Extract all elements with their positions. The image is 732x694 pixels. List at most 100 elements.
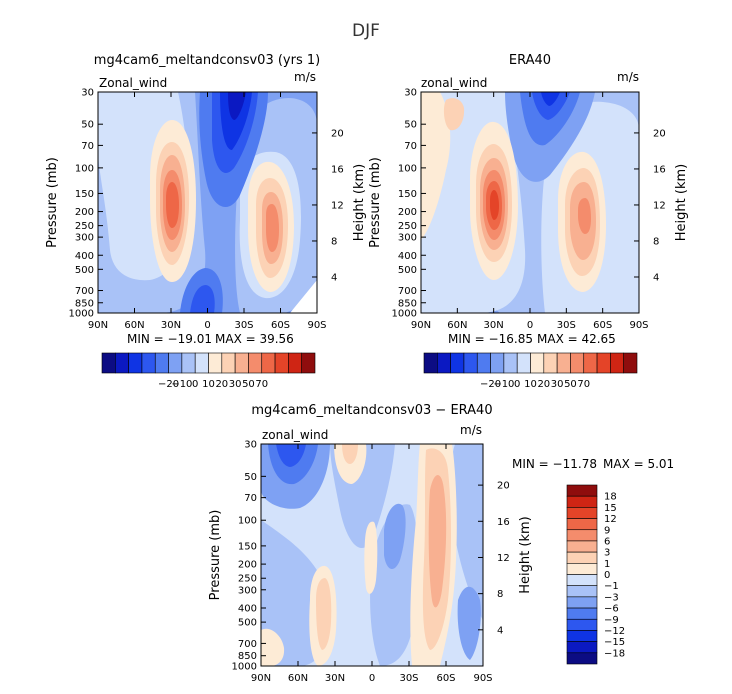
colorbar-swatch	[566, 574, 598, 586]
contour-band	[443, 98, 465, 131]
colorbar-label: 1	[604, 559, 610, 570]
x-tick-label: 30S	[399, 673, 418, 684]
colorbar-label: 20	[215, 379, 228, 390]
colorbar-swatch	[234, 352, 249, 374]
y-tick-label: 70	[404, 141, 417, 152]
contour-band	[364, 521, 378, 594]
x-tick-label: 60S	[436, 673, 455, 684]
contour-band	[220, 92, 252, 150]
colorbar-label: 3	[604, 548, 610, 559]
colorbar-swatch	[566, 585, 598, 598]
field-label: zonal_wind	[262, 428, 328, 442]
y-tick-label: 500	[398, 265, 417, 276]
contour-field	[421, 92, 639, 313]
colorbar-label: −3	[604, 592, 619, 603]
panel-model: mg4cam6_meltandconsv03 (yrs 1) Zonal_win…	[45, 53, 367, 390]
colorbar-swatch	[566, 540, 598, 553]
y-tick-label: 100	[75, 163, 94, 174]
contour-band	[532, 92, 570, 120]
y-tick-label: 30	[404, 88, 417, 99]
colorbar-swatch	[516, 352, 531, 374]
colorbar-swatch	[570, 352, 585, 374]
height-tick-label: 20	[653, 128, 666, 139]
y-tick-label: 250	[238, 574, 257, 585]
colorbar-label: −20	[480, 379, 501, 390]
height-tick-label: 16	[331, 164, 344, 175]
colorbar-swatch	[274, 352, 289, 374]
min-label: MIN = −16.85	[448, 332, 533, 346]
contour-band	[266, 204, 279, 252]
colorbar-label: −20	[158, 379, 179, 390]
missing-data	[290, 280, 317, 313]
x-tick-label: 30S	[557, 320, 576, 331]
colorbar-swatch	[221, 352, 236, 374]
colorbar-swatch	[583, 352, 598, 374]
contour-band	[166, 182, 179, 228]
colorbar-swatch	[566, 495, 598, 508]
min-label: MIN = −19.01	[127, 332, 212, 346]
y-axis-title-right: Height (km)	[674, 164, 689, 241]
contour-band	[384, 503, 406, 570]
y-tick-label: 150	[238, 541, 257, 552]
y-tick-label: 500	[238, 618, 257, 629]
colorbar-swatch	[566, 641, 598, 654]
height-tick-label: 12	[653, 200, 666, 211]
colorbar-label: 0	[192, 379, 198, 390]
colorbar-label: 20	[537, 379, 550, 390]
height-tick-label: 8	[653, 236, 659, 247]
colorbar-swatch	[566, 484, 598, 497]
colorbar-swatch	[476, 352, 491, 374]
height-tick-label: 4	[497, 625, 503, 636]
colorbar-label: −18	[604, 648, 625, 659]
colorbar-swatch	[566, 607, 598, 620]
y-tick-label: 400	[75, 251, 94, 262]
colorbar-swatch	[261, 352, 276, 374]
colorbar-swatch	[288, 352, 302, 374]
colorbar-swatch	[566, 652, 598, 665]
y-tick-label: 700	[75, 286, 94, 297]
colorbar-swatch	[596, 352, 611, 374]
y-tick-label: 300	[398, 233, 417, 244]
colorbar-label: −12	[604, 626, 625, 637]
colorbar-swatch	[115, 352, 129, 374]
colorbar-label: −10	[493, 379, 514, 390]
y-tick-label: 200	[238, 560, 257, 571]
y-tick-label: 50	[81, 120, 94, 131]
colorbar-label: 18	[604, 492, 617, 503]
colorbar-label: 9	[604, 525, 610, 536]
height-tick-label: 16	[653, 164, 666, 175]
contour-band	[276, 444, 306, 467]
y-tick-label: 1000	[69, 309, 94, 320]
colorbar-swatch	[556, 352, 571, 374]
y-tick-label: 400	[238, 603, 257, 614]
contour-band	[421, 92, 451, 240]
y-tick-label: 700	[398, 286, 417, 297]
x-tick-label: 60N	[124, 320, 144, 331]
x-tick-label: 90N	[251, 673, 271, 684]
units-label: m/s	[617, 70, 639, 84]
contour-band	[334, 444, 367, 484]
x-tick-label: 90N	[411, 320, 431, 331]
panel-title: mg4cam6_meltandconsv03 (yrs 1)	[94, 53, 320, 68]
height-tick-label: 12	[497, 553, 510, 564]
colorbar-swatch	[566, 563, 598, 575]
x-tick-label: 0	[369, 673, 375, 684]
height-tick-label: 8	[331, 236, 337, 247]
colorbar-swatch	[530, 352, 545, 374]
contour-band	[190, 285, 215, 313]
y-tick-label: 850	[238, 651, 257, 662]
colorbar-swatch	[543, 352, 558, 374]
contour-band	[342, 444, 358, 464]
colorbar-swatch	[610, 352, 624, 374]
y-tick-label: 200	[398, 207, 417, 218]
y-tick-label: 300	[75, 233, 94, 244]
colorbar-label: 50	[242, 379, 255, 390]
colorbar-label: 70	[255, 379, 268, 390]
x-tick-label: 30N	[484, 320, 504, 331]
colorbar-swatch	[301, 352, 316, 374]
contour-band	[316, 578, 332, 650]
x-tick-label: 30N	[325, 673, 345, 684]
colorbar-swatch	[154, 352, 169, 374]
contour-band	[449, 444, 483, 620]
